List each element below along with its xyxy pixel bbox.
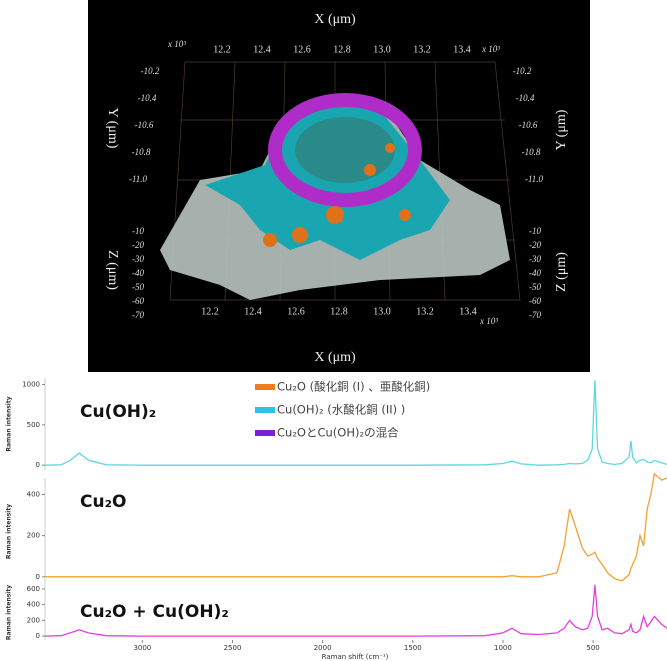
x-tick-label: 12.6 [287, 306, 305, 317]
z-tick-label: -60 [529, 296, 541, 306]
z-tick-label: -30 [529, 254, 541, 264]
legend-label: Cu₂O (酸化銅 (I) 、亜酸化銅) [277, 380, 430, 394]
z-tick-label: -20 [529, 240, 541, 250]
y-tick-label: -11.0 [525, 174, 544, 184]
exponent-label: x 10³ [479, 316, 498, 326]
x-tick-label: 500 [586, 644, 599, 652]
legend-swatch [255, 384, 275, 390]
x-tick-label: 12.2 [213, 44, 231, 55]
x-tick-label: 12.4 [244, 306, 262, 317]
y-tick-label: 400 [27, 601, 40, 609]
x-tick-label: 13.0 [373, 44, 391, 55]
z-tick-label: -50 [132, 282, 144, 292]
x-tick-label: 2000 [314, 644, 332, 652]
page: X (μm) X (μm) Y (μm) Y (μm) Z (μm) Z (μm… [0, 0, 667, 661]
x-tick-label: 12.2 [201, 306, 219, 317]
x-tick-label: 13.0 [373, 306, 391, 317]
x-tick-label: 12.8 [330, 306, 348, 317]
z-tick-label: -70 [132, 310, 144, 320]
x-tick-label: 12.4 [253, 44, 271, 55]
z-tick-label: -20 [132, 240, 144, 250]
y-tick-label: 600 [27, 585, 40, 593]
y-tick-label: -10.6 [135, 120, 154, 130]
z-tick-label: -30 [132, 254, 144, 264]
y-tick-label: 200 [27, 532, 40, 540]
x-tick-label: 1000 [494, 644, 512, 652]
y-tick-label: 200 [27, 616, 40, 624]
x-tick-label: 12.6 [293, 44, 311, 55]
x-tick-label: 12.8 [333, 44, 351, 55]
legend-swatch [255, 430, 275, 436]
z-tick-label: -40 [529, 268, 541, 278]
y-axis-title: Raman intensity [6, 396, 13, 451]
z-tick-label: -10 [529, 226, 541, 236]
y-axis-title: Y (μm) [554, 109, 569, 150]
z-tick-label: -40 [132, 268, 144, 278]
y-axis-title: Y (μm) [105, 108, 120, 149]
y-tick-label: 0 [36, 573, 40, 581]
y-axis-title: Raman intensity [6, 504, 13, 559]
x-tick-label: 13.2 [416, 306, 434, 317]
x-tick-label: 13.4 [453, 44, 471, 55]
x-tick-label: 1500 [404, 644, 422, 652]
z-tick-label: -50 [529, 282, 541, 292]
panel-label: Cu₂O + Cu(OH)₂ [80, 602, 229, 622]
panel-label: Cu₂O [80, 492, 126, 512]
z-axis-title: Z (μm) [105, 250, 120, 290]
y-tick-label: -10.2 [141, 66, 160, 76]
x-tick-label: 13.2 [413, 44, 431, 55]
y-tick-label: 0 [36, 461, 40, 469]
exponent-label: x 10³ [481, 44, 500, 54]
y-tick-label: -10.2 [513, 66, 532, 76]
y-tick-label: 500 [27, 421, 40, 429]
y-tick-label: -10.8 [132, 147, 151, 157]
x-tick-label: 3000 [133, 644, 151, 652]
exponent-label: x 10³ [167, 39, 186, 49]
y-tick-label: -10.4 [138, 93, 157, 103]
x-tick-label: 2500 [224, 644, 242, 652]
x-axis-title: X (μm) [314, 12, 356, 27]
legend-label: Cu₂OとCu(OH)₂の混合 [277, 426, 399, 440]
z-tick-label: -60 [132, 296, 144, 306]
z-tick-label: -10 [132, 226, 144, 236]
legend-swatch [255, 407, 275, 413]
x-axis-title: X (μm) [314, 350, 356, 365]
y-tick-label: -10.8 [522, 147, 541, 157]
y-tick-label: 0 [36, 632, 40, 640]
y-tick-label: -10.4 [516, 93, 535, 103]
x-axis-title: Raman shift (cm⁻¹) [322, 653, 389, 661]
y-tick-label: -10.6 [519, 120, 538, 130]
z-axis-title: Z (μm) [554, 252, 569, 292]
x-tick-label: 13.4 [459, 306, 477, 317]
y-tick-label: 1000 [22, 380, 40, 388]
panel-label: Cu(OH)₂ [80, 402, 156, 422]
y-tick-label: 400 [27, 490, 40, 498]
y-axis-title: Raman intensity [6, 585, 13, 640]
legend-label: Cu(OH)₂ (水酸化銅 (II) ) [277, 403, 405, 417]
spectrum-line [45, 474, 667, 581]
y-tick-label: -11.0 [129, 174, 148, 184]
z-tick-label: -70 [529, 310, 541, 320]
